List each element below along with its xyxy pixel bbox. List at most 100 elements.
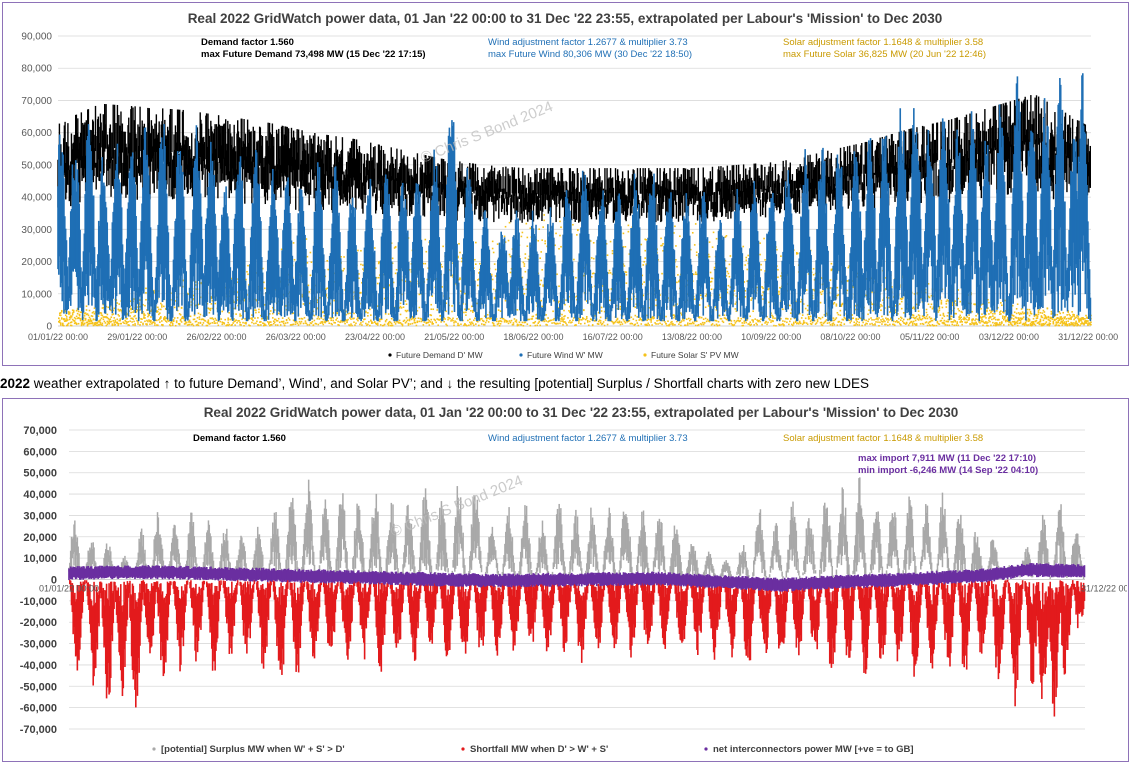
solar-point: [806, 323, 809, 326]
solar-point: [445, 302, 447, 305]
solar-point: [601, 322, 604, 325]
solar-point: [778, 323, 780, 326]
solar-point: [1076, 323, 1078, 325]
solar-point: [1063, 317, 1066, 320]
solar-point: [227, 321, 229, 324]
solar-point: [69, 324, 72, 327]
solar-point: [273, 321, 276, 324]
solar-point: [504, 319, 507, 322]
solar-point: [135, 317, 137, 320]
solar-point: [171, 322, 174, 325]
solar-point: [971, 318, 973, 321]
solar-point: [593, 314, 596, 317]
solar-point: [330, 317, 333, 320]
solar-point: [143, 314, 145, 316]
solar-point: [689, 248, 692, 251]
solar-point: [311, 320, 314, 323]
solar-point: [674, 315, 676, 317]
solar-point: [1070, 321, 1072, 324]
solar-point: [159, 312, 161, 314]
solar-point: [755, 322, 757, 325]
solar-point: [84, 317, 87, 320]
solar-point: [118, 315, 121, 317]
solar-point: [470, 322, 472, 325]
solar-point: [1017, 318, 1020, 321]
solar-point: [669, 323, 671, 326]
solar-point: [572, 223, 574, 226]
solar-point: [673, 314, 675, 316]
solar-point: [778, 293, 780, 296]
solar-point: [370, 319, 372, 322]
solar-point: [977, 313, 979, 315]
solar-point: [576, 234, 578, 236]
solar-point: [531, 315, 534, 318]
solar-point: [998, 323, 1000, 326]
solar-point: [85, 313, 88, 316]
solar-point: [917, 310, 920, 312]
solar-point: [391, 262, 394, 265]
solar-point: [977, 318, 979, 321]
solar-point: [628, 319, 631, 322]
solar-point: [165, 321, 168, 323]
solar-point: [933, 318, 936, 321]
solar-point: [459, 277, 461, 279]
solar-point: [616, 321, 619, 323]
solar-point: [659, 294, 661, 296]
solar-point: [265, 324, 267, 327]
solar-point: [737, 319, 740, 322]
solar-point: [835, 305, 838, 307]
solar-point: [738, 320, 741, 323]
solar-point: [526, 245, 529, 248]
solar-point: [718, 294, 721, 296]
solar-point: [309, 251, 312, 254]
solar-point: [191, 323, 194, 325]
solar-point: [611, 250, 614, 252]
solar-point: [451, 305, 453, 307]
solar-point: [686, 318, 688, 321]
solar-point: [480, 323, 483, 325]
solar-point: [707, 305, 710, 307]
solar-point: [929, 317, 932, 320]
solar-point: [340, 256, 342, 258]
solar-point: [752, 319, 754, 322]
solar-point: [725, 235, 728, 237]
solar-point: [472, 311, 474, 313]
solar-point: [494, 275, 497, 277]
solar-point: [71, 318, 74, 321]
solar-point: [1002, 318, 1005, 321]
solar-point: [614, 320, 617, 323]
solar-point: [745, 321, 748, 324]
solar-point: [1073, 315, 1075, 318]
solar-point: [451, 318, 453, 321]
solar-point: [801, 323, 804, 326]
solar-point: [721, 320, 724, 322]
solar-point: [77, 310, 80, 313]
solar-point: [146, 323, 148, 326]
solar-point: [545, 323, 547, 326]
solar-point: [89, 319, 92, 321]
solar-point: [821, 316, 824, 319]
solar-point: [1011, 324, 1014, 327]
solar-point: [987, 321, 989, 324]
solar-point: [852, 317, 855, 320]
solar-point: [717, 320, 720, 323]
solar-point: [440, 321, 442, 323]
solar-point: [73, 316, 76, 319]
solar-point: [62, 318, 65, 321]
solar-point: [1037, 311, 1040, 314]
solar-point: [404, 322, 407, 324]
solar-point: [928, 324, 931, 326]
solar-point: [321, 311, 324, 314]
solar-point: [65, 324, 68, 327]
solar-point: [730, 322, 733, 325]
solar-point: [217, 324, 220, 327]
solar-point: [257, 323, 259, 326]
solar-point: [1060, 320, 1063, 323]
solar-point: [172, 320, 175, 323]
solar-point: [995, 324, 997, 326]
solar-point: [744, 289, 747, 292]
solar-point: [887, 324, 889, 327]
solar-point: [959, 314, 961, 317]
solar-point: [676, 320, 678, 323]
solar-point: [998, 318, 1000, 321]
